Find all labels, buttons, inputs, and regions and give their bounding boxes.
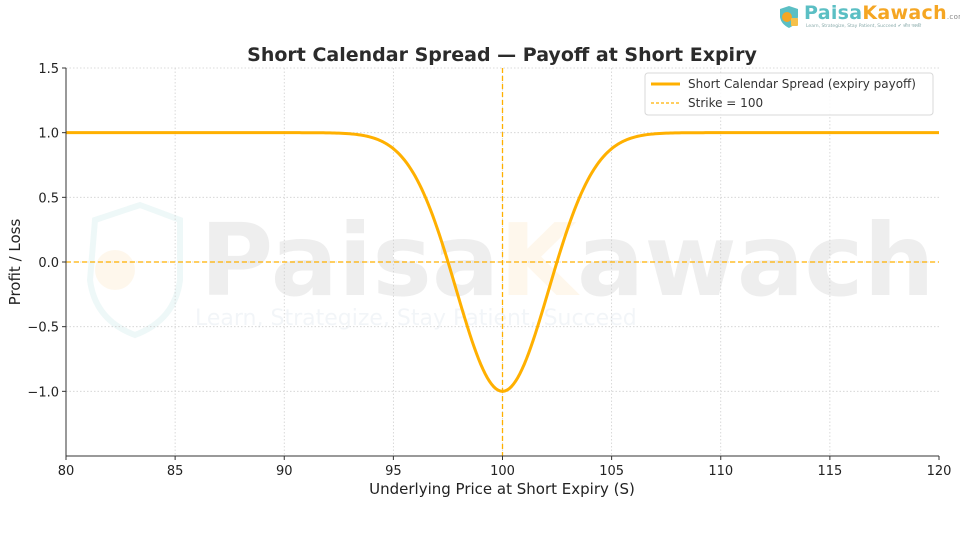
x-tick-label: 90 bbox=[276, 464, 293, 479]
brand-name: PaisaKawach.com bbox=[804, 2, 960, 24]
legend: Short Calendar Spread (expiry payoff) St… bbox=[644, 72, 934, 116]
brand-tagline: Learn, Strategize, Stay Patient, Succeed… bbox=[806, 24, 922, 29]
x-tick-label: 105 bbox=[599, 464, 624, 479]
x-tick-label: 120 bbox=[927, 464, 952, 479]
x-tick-label: 95 bbox=[385, 464, 402, 479]
chart-title: Short Calendar Spread — Payoff at Short … bbox=[247, 44, 757, 66]
y-tick-label: −0.5 bbox=[27, 321, 59, 336]
legend-label-curve: Short Calendar Spread (expiry payoff) bbox=[688, 77, 916, 91]
y-axis-label: Profit / Loss bbox=[6, 219, 24, 306]
y-tick-label: 1.5 bbox=[38, 62, 59, 77]
x-tick-label: 80 bbox=[58, 464, 75, 479]
x-ticks: 80 85 90 95 100 105 110 115 120 bbox=[58, 456, 952, 479]
shield-lock-icon bbox=[780, 6, 798, 28]
payoff-curve bbox=[66, 131, 939, 393]
y-tick-label: 0.5 bbox=[38, 191, 59, 206]
brand-logo: PaisaKawach.com Learn, Strategize, Stay … bbox=[776, 2, 960, 32]
x-tick-label: 85 bbox=[167, 464, 184, 479]
y-tick-label: −1.0 bbox=[27, 385, 59, 400]
x-axis-label: Underlying Price at Short Expiry (S) bbox=[369, 480, 635, 498]
x-tick-label: 115 bbox=[817, 464, 842, 479]
watermark: PaisaKawach Learn, Strategize, Stay Pati… bbox=[86, 201, 935, 339]
y-ticks: 1.5 1.0 0.5 0.0 −0.5 −1.0 bbox=[27, 62, 66, 400]
x-tick-label: 110 bbox=[708, 464, 733, 479]
svg-text:PaisaKawach: PaisaKawach bbox=[200, 202, 935, 319]
x-tick-label: 100 bbox=[490, 464, 515, 479]
legend-label-strike: Strike = 100 bbox=[688, 96, 763, 110]
svg-text:Learn, Strategize, Stay Patien: Learn, Strategize, Stay Patient, Succeed bbox=[195, 306, 637, 331]
watermark-shield-icon bbox=[86, 201, 183, 339]
y-tick-label: 1.0 bbox=[38, 127, 59, 142]
y-tick-label: 0.0 bbox=[38, 256, 59, 271]
